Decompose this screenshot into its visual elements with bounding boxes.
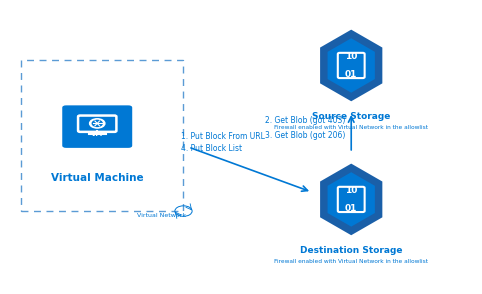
FancyBboxPatch shape: [62, 105, 132, 148]
Polygon shape: [320, 164, 382, 235]
Text: Firewall enabled with Virtual Network in the allowlist: Firewall enabled with Virtual Network in…: [274, 259, 428, 264]
Polygon shape: [328, 38, 375, 93]
FancyBboxPatch shape: [338, 187, 365, 212]
Text: 3. Get Blob (got 206): 3. Get Blob (got 206): [265, 131, 345, 140]
Text: 2. Get Blob (got 403): 2. Get Blob (got 403): [265, 116, 345, 125]
Circle shape: [92, 120, 102, 126]
FancyBboxPatch shape: [78, 116, 116, 132]
Polygon shape: [320, 30, 382, 101]
Text: 1. Put Block From URL: 1. Put Block From URL: [181, 132, 265, 141]
Text: Virtual Machine: Virtual Machine: [51, 173, 144, 183]
Bar: [21, 60, 184, 211]
Text: 01: 01: [345, 203, 358, 213]
Text: VM: VM: [91, 131, 103, 137]
Circle shape: [90, 119, 105, 128]
Text: 10: 10: [345, 186, 358, 195]
Text: 4. Put Block List: 4. Put Block List: [181, 144, 242, 153]
Text: Source Storage: Source Storage: [312, 112, 390, 121]
Text: Destination Storage: Destination Storage: [300, 246, 402, 255]
Text: 10: 10: [345, 52, 358, 61]
FancyBboxPatch shape: [338, 53, 365, 78]
Polygon shape: [328, 172, 375, 227]
Text: 01: 01: [345, 70, 358, 78]
Text: Virtual Network: Virtual Network: [137, 213, 186, 218]
Text: Firewall enabled with Virtual Network in the allowlist: Firewall enabled with Virtual Network in…: [274, 125, 428, 130]
